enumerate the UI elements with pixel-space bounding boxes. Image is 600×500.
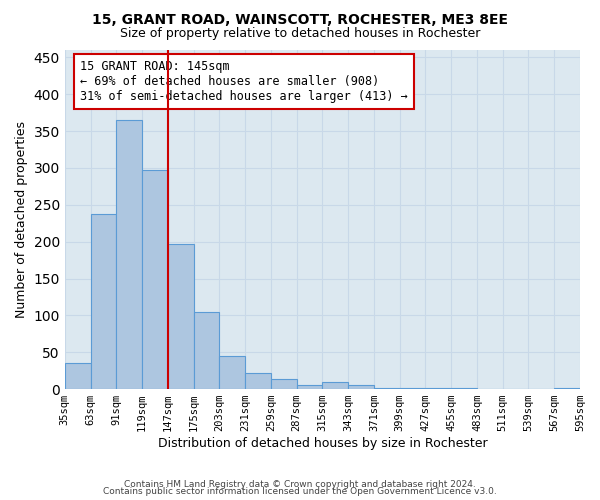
Bar: [322, 382, 348, 389]
Y-axis label: Number of detached properties: Number of detached properties: [15, 121, 28, 318]
Text: Contains public sector information licensed under the Open Government Licence v3: Contains public sector information licen…: [103, 487, 497, 496]
Bar: [116, 120, 142, 389]
Bar: [220, 356, 245, 389]
Bar: [194, 312, 220, 389]
Bar: [400, 388, 425, 389]
Bar: [554, 388, 580, 389]
Bar: [451, 388, 477, 389]
Bar: [374, 388, 400, 389]
Bar: [296, 386, 322, 389]
Bar: [142, 170, 168, 389]
Text: 15 GRANT ROAD: 145sqm
← 69% of detached houses are smaller (908)
31% of semi-det: 15 GRANT ROAD: 145sqm ← 69% of detached …: [80, 60, 408, 103]
Bar: [245, 373, 271, 389]
Text: Contains HM Land Registry data © Crown copyright and database right 2024.: Contains HM Land Registry data © Crown c…: [124, 480, 476, 489]
Bar: [425, 388, 451, 389]
Bar: [271, 379, 296, 389]
Bar: [65, 364, 91, 389]
X-axis label: Distribution of detached houses by size in Rochester: Distribution of detached houses by size …: [158, 437, 487, 450]
Bar: [168, 244, 194, 389]
Text: 15, GRANT ROAD, WAINSCOTT, ROCHESTER, ME3 8EE: 15, GRANT ROAD, WAINSCOTT, ROCHESTER, ME…: [92, 12, 508, 26]
Bar: [91, 214, 116, 389]
Bar: [348, 386, 374, 389]
Text: Size of property relative to detached houses in Rochester: Size of property relative to detached ho…: [120, 28, 480, 40]
